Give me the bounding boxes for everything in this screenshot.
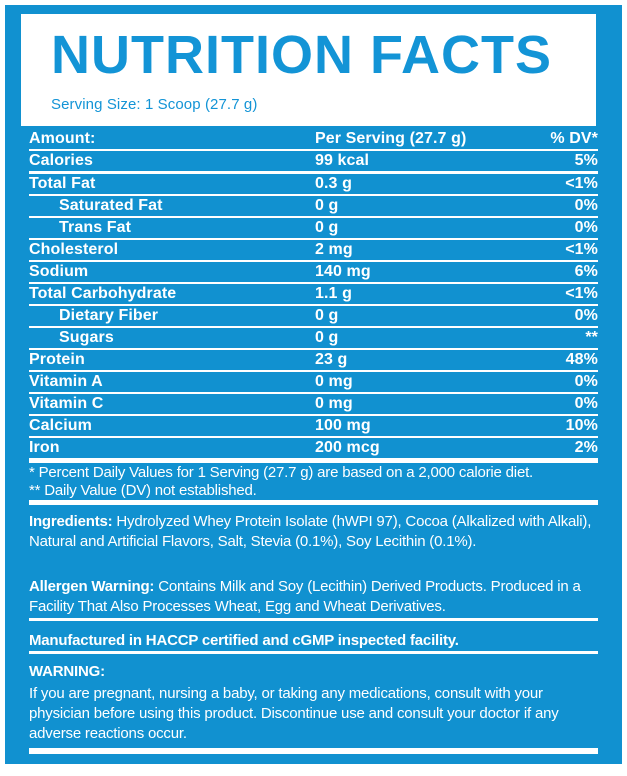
warning-heading: WARNING:: [29, 663, 105, 680]
nutrient-dv: <1%: [565, 175, 598, 192]
table-row-trans-fat: Trans Fat 0 g 0%: [29, 218, 598, 240]
nutrient-dv: 0%: [574, 395, 598, 412]
nutrition-facts-label: NUTRITION FACTS Serving Size: 1 Scoop (2…: [5, 5, 622, 764]
nutrient-dv: 2%: [574, 439, 598, 456]
allergen-warning-text: Contains Milk and Soy (Lecithin) Derived…: [29, 578, 581, 615]
nutrient-name: Dietary Fiber: [59, 307, 159, 324]
label-header: NUTRITION FACTS Serving Size: 1 Scoop (2…: [21, 14, 596, 126]
table-row-total-fat: Total Fat 0.3 g <1%: [29, 174, 598, 196]
allergen-warning-label: Allergen Warning:: [29, 578, 155, 595]
table-row-total-carbohydrate: Total Carbohydrate 1.1 g <1%: [29, 284, 598, 306]
nutrient-name: Vitamin C: [29, 395, 104, 412]
nutrient-name: Protein: [29, 351, 85, 368]
table-header-row: Amount: Per Serving (27.7 g) % DV*: [29, 129, 598, 151]
nutrient-name: Total Carbohydrate: [29, 285, 177, 302]
nutrient-amount: 140 mg: [315, 263, 371, 280]
ingredients-paragraph: Ingredients: Hydrolyzed Whey Protein Iso…: [29, 512, 598, 552]
nutrient-amount: 2 mg: [315, 241, 353, 258]
ingredients-label: Ingredients:: [29, 513, 113, 530]
serving-size: Serving Size: 1 Scoop (27.7 g): [51, 96, 258, 113]
nutrient-amount: 100 mg: [315, 417, 371, 434]
nutrient-dv: 0%: [574, 219, 598, 236]
nutrient-dv: 0%: [574, 373, 598, 390]
nutrient-dv: **: [585, 329, 598, 346]
nutrition-table: Amount: Per Serving (27.7 g) % DV* Calor…: [29, 129, 598, 463]
table-row-calcium: Calcium 100 mg 10%: [29, 416, 598, 438]
table-row-cholesterol: Cholesterol 2 mg <1%: [29, 240, 598, 262]
footnote-dv-not-established: ** Daily Value (DV) not established.: [29, 482, 257, 499]
table-row-vitamin-c: Vitamin C 0 mg 0%: [29, 394, 598, 416]
nutrient-amount: 0 g: [315, 307, 339, 324]
nutrient-name: Cholesterol: [29, 241, 119, 258]
nutrient-name: Vitamin A: [29, 373, 103, 390]
table-row-protein: Protein 23 g 48%: [29, 350, 598, 372]
column-header-amount: Amount:: [29, 130, 96, 147]
allergen-paragraph: Allergen Warning: Contains Milk and Soy …: [29, 577, 598, 617]
table-row-vitamin-a: Vitamin A 0 mg 0%: [29, 372, 598, 394]
section-divider: [29, 500, 598, 505]
nutrient-amount: 0 mg: [315, 373, 353, 390]
nutrient-dv: 0%: [574, 307, 598, 324]
table-row-saturated-fat: Saturated Fat 0 g 0%: [29, 196, 598, 218]
column-header-per-serving: Per Serving (27.7 g): [315, 130, 467, 147]
nutrient-dv: 48%: [565, 351, 598, 368]
nutrient-dv: 10%: [565, 417, 598, 434]
footnotes: * Percent Daily Values for 1 Serving (27…: [29, 464, 598, 500]
nutrient-amount: 0 g: [315, 329, 339, 346]
bottom-rule: [29, 748, 598, 754]
table-row-dietary-fiber: Dietary Fiber 0 g 0%: [29, 306, 598, 328]
label-title: NUTRITION FACTS: [51, 25, 552, 85]
nutrient-name: Total Fat: [29, 175, 96, 192]
nutrient-name: Sugars: [59, 329, 114, 346]
column-header-dv: % DV*: [550, 130, 598, 147]
nutrient-dv: 5%: [574, 152, 598, 169]
warning-text: If you are pregnant, nursing a baby, or …: [29, 685, 559, 742]
nutrient-amount: 23 g: [315, 351, 348, 368]
nutrient-amount: 99 kcal: [315, 152, 370, 169]
nutrient-dv: <1%: [565, 285, 598, 302]
nutrient-name: Iron: [29, 439, 60, 456]
nutrient-amount: 1.1 g: [315, 285, 352, 302]
nutrient-name: Calcium: [29, 417, 92, 434]
nutrient-name: Trans Fat: [59, 219, 132, 236]
nutrient-amount: 0 g: [315, 219, 339, 236]
manufactured-statement: Manufactured in HACCP certified and cGMP…: [29, 632, 459, 649]
footnote-daily-values: * Percent Daily Values for 1 Serving (27…: [29, 464, 534, 481]
section-divider: [29, 651, 598, 654]
nutrient-dv: 0%: [574, 197, 598, 214]
ingredients-text: Hydrolyzed Whey Protein Isolate (hWPI 97…: [29, 513, 592, 550]
nutrient-amount: 0 g: [315, 197, 339, 214]
section-divider: [29, 618, 598, 621]
nutrient-dv: <1%: [565, 241, 598, 258]
nutrient-name: Calories: [29, 152, 93, 169]
table-row-calories: Calories 99 kcal 5%: [29, 151, 598, 174]
nutrient-amount: 200 mcg: [315, 439, 380, 456]
nutrient-dv: 6%: [574, 263, 598, 280]
nutrient-amount: 0.3 g: [315, 175, 352, 192]
table-row-sugars: Sugars 0 g **: [29, 328, 598, 350]
table-row-sodium: Sodium 140 mg 6%: [29, 262, 598, 284]
nutrient-name: Saturated Fat: [59, 197, 163, 214]
table-row-iron: Iron 200 mcg 2%: [29, 438, 598, 463]
nutrient-amount: 0 mg: [315, 395, 353, 412]
nutrient-name: Sodium: [29, 263, 89, 280]
